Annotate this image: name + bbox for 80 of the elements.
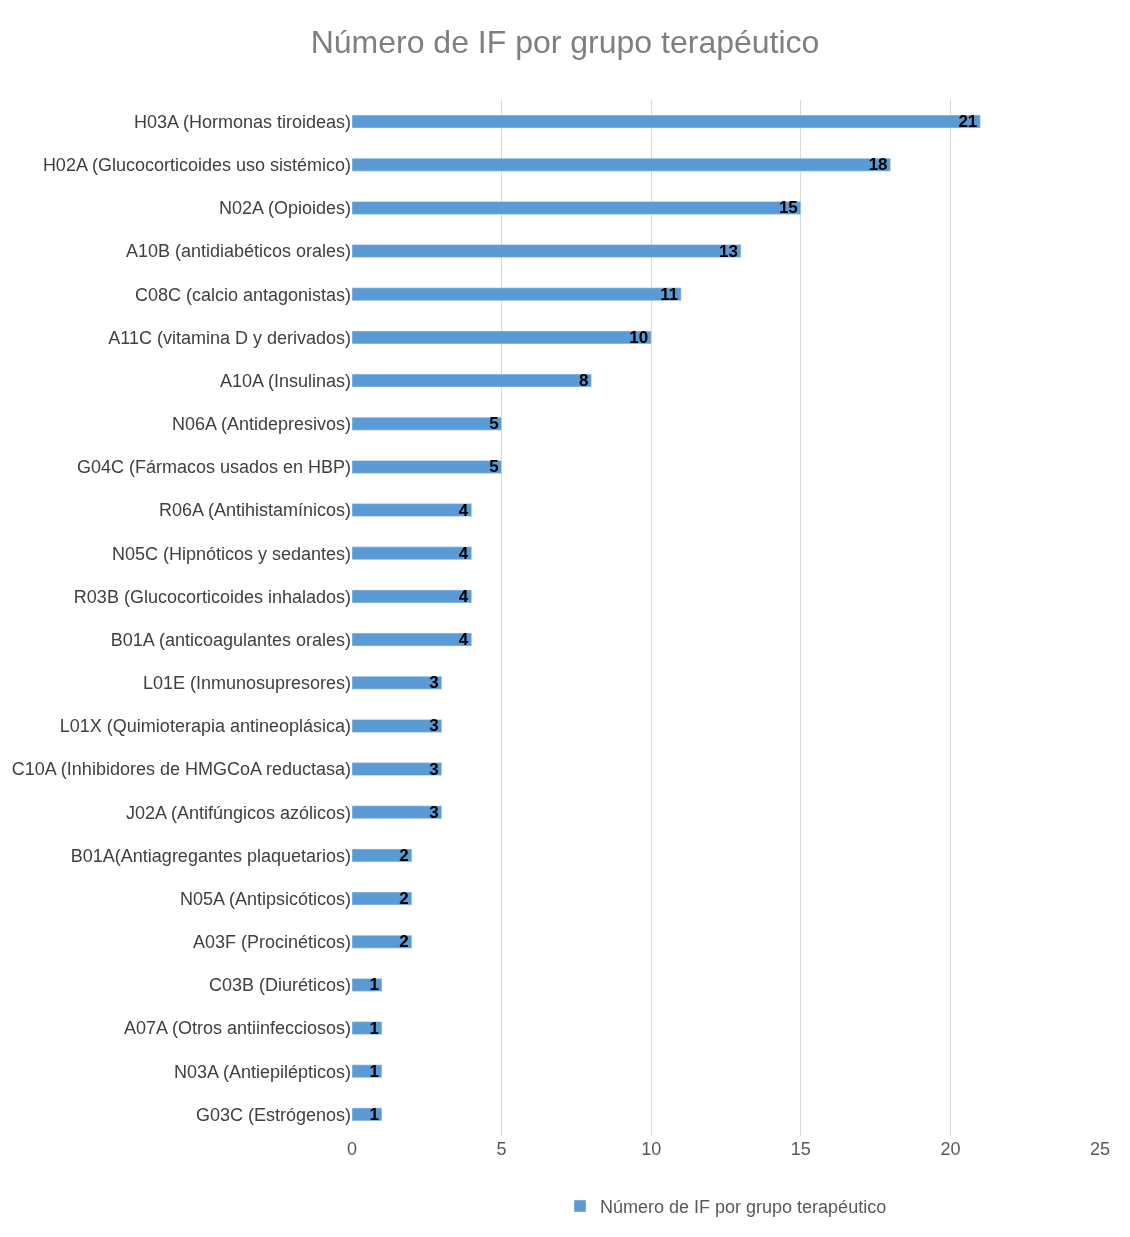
y-tick-label: A10B (antidiabéticos orales) [125, 241, 351, 262]
data-label: 3 [429, 759, 439, 779]
y-tick-label: A03F (Procinéticos) [192, 932, 351, 953]
bar [352, 417, 502, 431]
bar [352, 114, 981, 129]
data-label: 2 [399, 932, 409, 952]
x-tick-label: 10 [641, 1139, 662, 1159]
x-tick-label: 5 [496, 1139, 507, 1159]
bar [352, 201, 802, 215]
data-label: 10 [629, 327, 649, 347]
y-tick-label: A10A (Insulinas) [219, 370, 351, 391]
data-label: 3 [429, 716, 439, 736]
data-label: 5 [489, 457, 499, 477]
bar [352, 719, 443, 733]
y-tick-label: C10A (Inhibidores de HMGCoA reductasa) [11, 759, 351, 780]
data-label: 4 [458, 543, 469, 563]
data-label: 2 [399, 845, 409, 865]
bar [352, 632, 472, 647]
bar [352, 287, 682, 301]
y-tick-label: H03A (Hormonas tiroideas) [133, 111, 351, 132]
bar [352, 330, 652, 345]
y-tick-label: N06A (Antidepresivos) [171, 414, 351, 435]
data-label: 4 [458, 630, 469, 650]
bar [352, 805, 443, 819]
bar [352, 546, 472, 560]
bar [352, 373, 592, 388]
bar [352, 935, 413, 949]
data-label: 8 [578, 371, 589, 391]
data-label: 15 [778, 198, 798, 218]
chart-title: Número de IF por grupo terapéutico [310, 24, 820, 61]
y-tick-label: J02A (Antifúngicos azólicos) [125, 802, 351, 823]
y-tick-label: N02A (Opioides) [218, 198, 351, 219]
y-tick-label: A11C (vitamina D y derivados) [108, 327, 351, 348]
data-label: 1 [369, 975, 379, 995]
x-tick-label: 0 [346, 1139, 358, 1159]
bar [352, 158, 891, 172]
x-tick-label: 20 [940, 1139, 961, 1159]
x-tick-label: 15 [790, 1139, 811, 1159]
data-label: 2 [399, 889, 409, 909]
y-tick-label: R06A (Antihistamínicos) [158, 500, 351, 521]
data-label: 1 [369, 1018, 379, 1038]
data-label: 5 [489, 414, 499, 434]
data-label: 4 [458, 586, 469, 606]
bar [352, 503, 472, 517]
legend-label: Número de IF por grupo terapéutico [600, 1197, 887, 1218]
data-label: 21 [958, 112, 978, 132]
bar [352, 1021, 383, 1035]
y-tick-label: N05A (Antipsicóticos) [179, 888, 351, 909]
y-tick-label: N03A (Antiepilépticos) [173, 1061, 351, 1082]
bar [352, 1107, 383, 1122]
y-tick-label: C08C (calcio antagonistas) [134, 284, 351, 305]
bar [352, 762, 443, 776]
y-tick-label: B01A(Antiagregantes plaquetarios) [70, 845, 351, 866]
data-label: 11 [660, 284, 679, 304]
bar [352, 848, 413, 863]
x-tick-label: 25 [1089, 1139, 1111, 1159]
data-label: 1 [369, 1104, 379, 1124]
data-label: 3 [429, 673, 439, 693]
bar [352, 1064, 383, 1078]
y-tick-label: B01A (anticoagulantes orales) [110, 629, 351, 650]
bar [352, 978, 383, 992]
data-label: 3 [429, 802, 439, 822]
y-tick-label: A07A (Otros antiinfecciosos) [123, 1018, 351, 1039]
y-tick-label: G03C (Estrógenos) [195, 1104, 351, 1125]
bar [352, 460, 502, 474]
y-tick-label: N05C (Hipnóticos y sedantes) [111, 543, 351, 564]
bar [352, 589, 472, 604]
data-label: 4 [458, 500, 469, 520]
bar [352, 891, 413, 906]
y-tick-label: G04C (Fármacos usados en HBP) [76, 457, 351, 478]
y-tick-label: R03B (Glucocorticoides inhalados) [73, 586, 351, 607]
data-label: 13 [719, 241, 738, 261]
data-label: 18 [868, 155, 888, 175]
y-tick-label: C03B (Diuréticos) [208, 975, 351, 996]
y-tick-label: L01X (Quimioterapia antineoplásica) [59, 716, 351, 737]
y-tick-label: H02A (Glucocorticoides uso sistémico) [42, 155, 351, 176]
bar [352, 676, 443, 690]
y-tick-label: L01E (Inmunosupresores) [142, 673, 351, 694]
bar [352, 244, 742, 258]
data-label: 1 [369, 1061, 379, 1081]
